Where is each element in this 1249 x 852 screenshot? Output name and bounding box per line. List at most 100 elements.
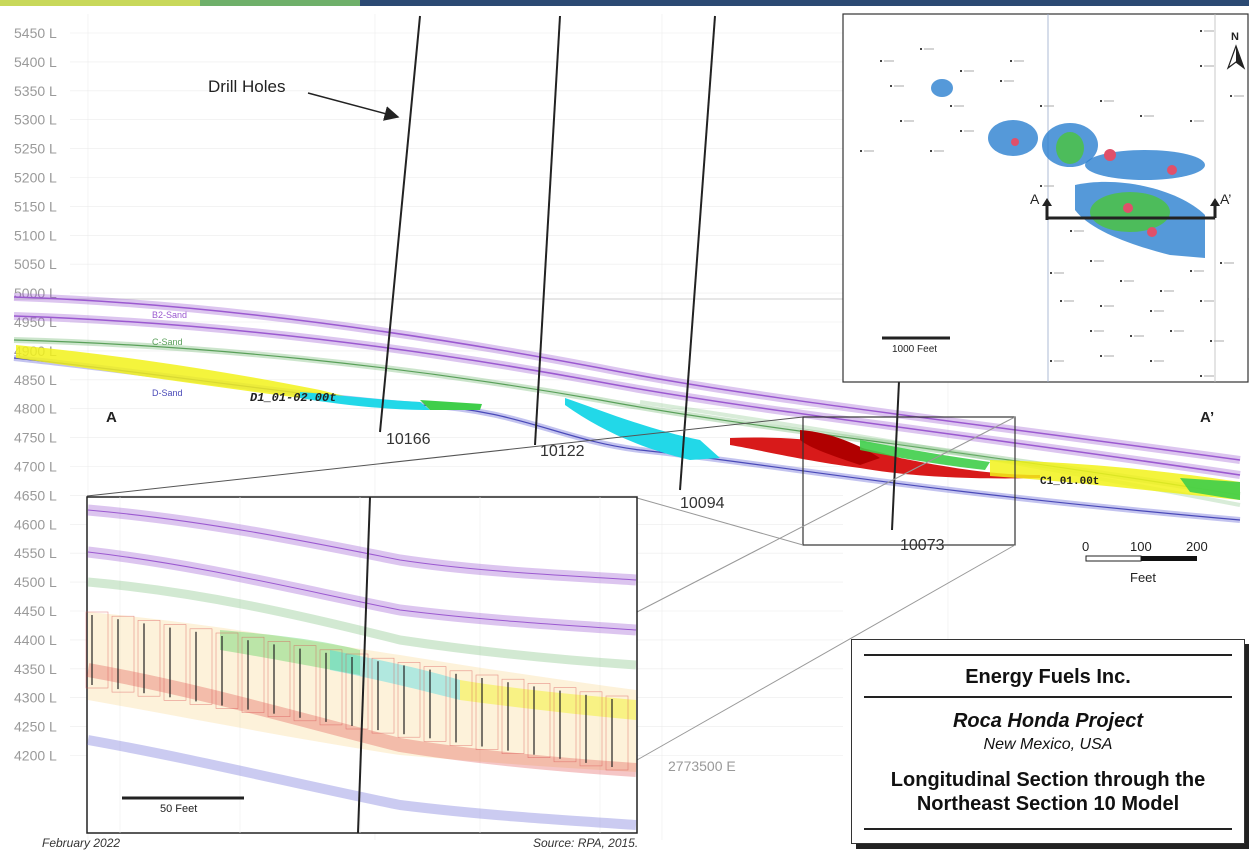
b2-sand-line-bottom [13,315,1241,476]
map-collar [860,150,862,152]
elevation-label: 4950 L [14,314,57,330]
project-name: Roca Honda Project [952,710,1144,732]
c1-zone-cyan [565,398,720,460]
elevation-label: 5200 L [14,170,57,186]
drill-hole-label-10094: 10094 [680,495,725,512]
elevation-label: 4200 L [14,748,57,764]
map-section-arrow-b [1210,198,1220,206]
detail-model-blocks [85,611,629,771]
map-collar [1200,30,1202,32]
detail-scale-label: 50 Feet [160,803,197,815]
b2-sand-label: B2-Sand [152,310,187,320]
detail-block [423,666,447,742]
figure-title-line-1: Longitudinal Section through the [890,769,1206,791]
detail-block [189,628,213,705]
c1-zone-red-core [800,430,880,465]
title-rule-mid [864,696,1232,698]
map-collar [1200,300,1202,302]
zoom-connector-3 [636,416,1016,613]
footer-date: February 2022 [42,836,120,850]
elevation-label: 5050 L [14,256,57,272]
map-section-end: A’ [1220,191,1231,207]
detail-block [527,683,551,759]
detail-block [449,670,473,746]
title-rule-bottom [864,828,1232,830]
map-ore-green-1 [1056,132,1084,164]
elevation-label: 5350 L [14,83,57,99]
map-collar [1050,272,1052,274]
map-collar [1050,360,1052,362]
detail-block [579,691,603,767]
elevation-label: 4350 L [14,661,57,677]
detail-c-sand [87,577,637,670]
footer-source: Source: RPA, 2015. [533,836,638,850]
elevation-label: 4750 L [14,430,57,446]
detail-block [475,674,499,750]
section-start-label: A [106,409,117,426]
map-collar [880,60,882,62]
drill-hole-trace-10122 [534,15,561,446]
detail-d-sand [87,735,637,830]
detail-block [319,649,343,726]
figure-title-line-2: Northeast Section 10 Model [916,793,1180,815]
detail-block [345,653,369,730]
map-section-start: A [1030,191,1040,207]
detail-block [293,645,317,722]
detail-block [163,624,187,701]
elevation-label: 5250 L [14,141,57,157]
detail-block [371,657,395,734]
map-collar [1190,270,1192,272]
map-collar [1000,80,1002,82]
c-sand-line-core [13,339,1241,496]
scale-tick-100: 100 [1130,539,1152,554]
d1-zone-label: D1_01-02.00t [250,391,336,405]
inset-detail-view: 50 Feet [85,496,638,834]
ore-zones [16,345,1240,500]
detail-b2-top-line [87,509,637,581]
map-collar [930,150,932,152]
map-ore-red-1 [1011,138,1019,146]
map-ore-body-4 [1085,150,1205,180]
c1-zone-yellow [990,460,1240,500]
map-collar [1200,65,1202,67]
map-collar [1090,330,1092,332]
c1-zone-red [730,437,1040,479]
north-arrow-half [1236,46,1244,68]
map-ore-red-4 [1123,203,1133,213]
map-collar [1210,340,1212,342]
elevation-label: 5400 L [14,54,57,70]
detail-block [215,632,239,709]
c1-zone-label: C1_01.00t [1040,476,1099,488]
map-ore-red-3 [1167,165,1177,175]
company-name: Energy Fuels Inc. [965,666,1131,688]
drill-hole-trace-10094 [679,15,716,491]
detail-block [85,611,109,689]
detail-block [605,695,629,771]
map-collar [1220,262,1222,264]
map-drill-collars [860,30,1244,377]
drill-holes-callout: Drill Holes [208,77,285,96]
drill-hole-label-10122: 10122 [540,443,585,460]
detail-block [137,620,161,697]
d-sand-label: D-Sand [152,388,183,398]
north-label: N [1231,31,1239,43]
main-scale-bar: 0 100 200 Feet [1082,539,1208,585]
map-collar [1160,290,1162,292]
zoom-connector-2 [636,497,804,546]
map-collar [1100,305,1102,307]
inset-plan-map: A A’ 1000 Feet N [842,13,1249,383]
detail-block [241,636,265,713]
elevation-label: 5150 L [14,198,57,214]
map-collar [1100,100,1102,102]
map-collar [960,130,962,132]
elevation-label: 4500 L [14,574,57,590]
map-collar [1170,330,1172,332]
map-collar [1060,300,1062,302]
title-rule-top [864,654,1232,656]
detail-drill-hole [357,496,371,834]
detail-ore-red [86,663,637,777]
elevation-label: 5450 L [14,25,57,41]
section-end-label: A’ [1200,409,1214,426]
